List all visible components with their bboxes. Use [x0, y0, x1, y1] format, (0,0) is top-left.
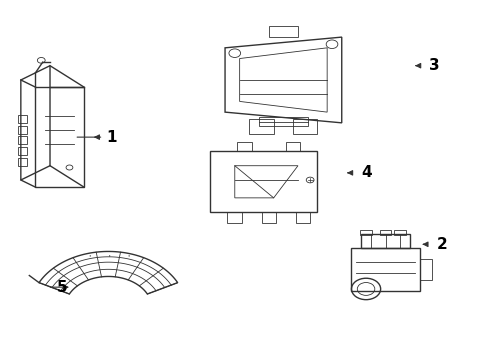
Bar	[379, 230, 390, 235]
Bar	[19, 126, 27, 134]
Bar	[19, 115, 27, 123]
Bar	[19, 147, 27, 155]
Bar	[360, 230, 371, 235]
Bar	[261, 212, 276, 223]
Bar	[292, 119, 317, 134]
Bar	[237, 143, 251, 152]
Text: 3: 3	[428, 58, 439, 73]
Bar	[295, 212, 309, 223]
Bar	[393, 230, 405, 235]
Text: 5: 5	[57, 280, 68, 295]
Bar	[285, 143, 300, 152]
Bar	[268, 26, 297, 37]
Bar	[249, 119, 273, 134]
Text: 1: 1	[106, 130, 116, 145]
Text: 4: 4	[361, 165, 371, 180]
Bar	[351, 248, 419, 291]
Bar	[19, 158, 27, 166]
Text: 2: 2	[436, 237, 447, 252]
Bar	[227, 212, 242, 223]
Bar	[419, 258, 431, 280]
Bar	[259, 117, 307, 126]
Bar	[361, 234, 409, 248]
Bar	[19, 136, 27, 144]
